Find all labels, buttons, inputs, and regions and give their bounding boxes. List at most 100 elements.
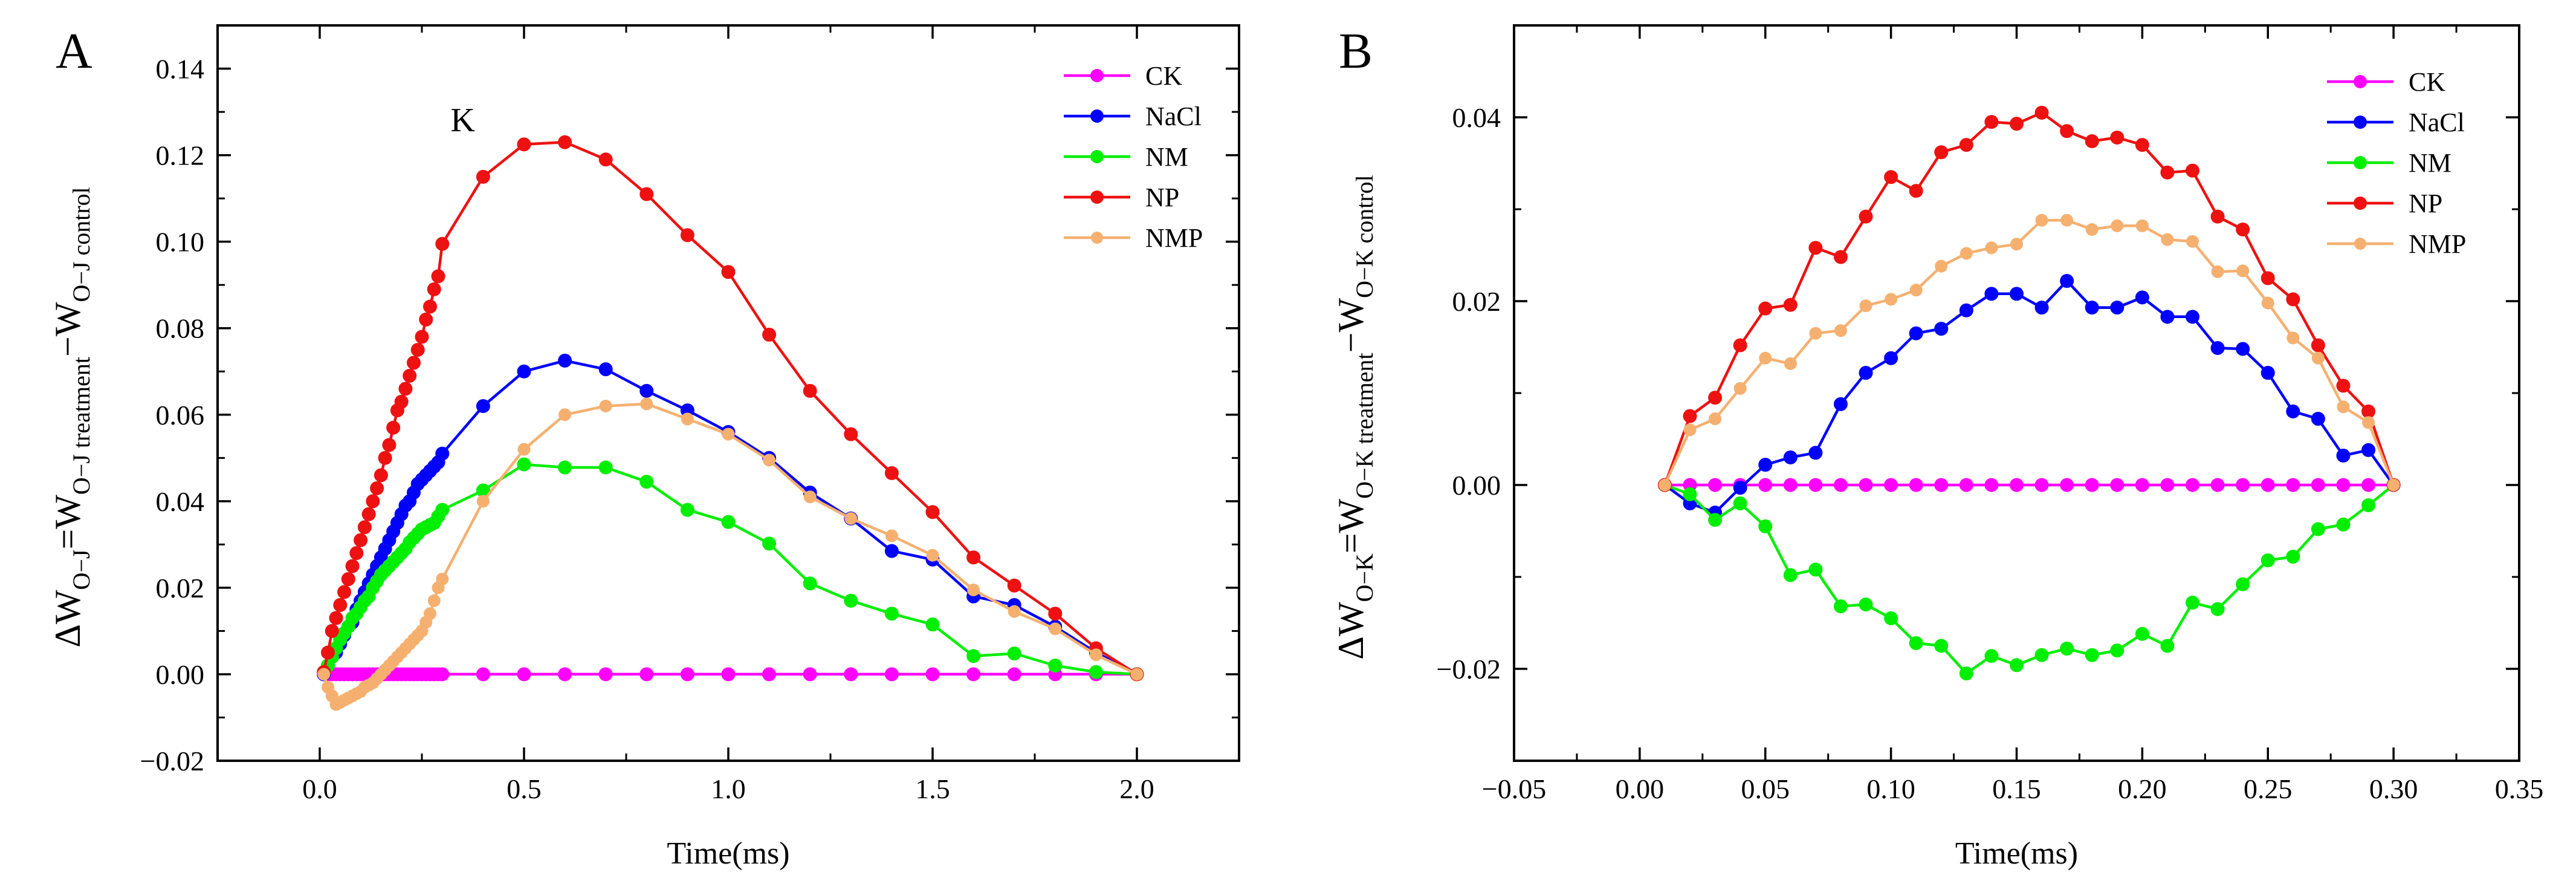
- data-point: [1884, 611, 1898, 625]
- legend-marker: [1090, 69, 1104, 82]
- data-point: [398, 382, 413, 396]
- data-point: [2186, 478, 2200, 492]
- legend-label: NM: [1145, 142, 1188, 172]
- data-point: [436, 573, 449, 586]
- data-point: [1783, 568, 1798, 582]
- data-point: [394, 394, 409, 409]
- data-point: [2110, 478, 2125, 492]
- data-point: [2135, 219, 2149, 232]
- data-point: [803, 490, 817, 504]
- y-tick-label: 0.12: [156, 140, 205, 171]
- data-point: [1089, 648, 1102, 662]
- data-point: [361, 507, 376, 521]
- data-point: [2236, 222, 2250, 236]
- legend-label: CK: [2409, 67, 2445, 97]
- data-point: [2186, 310, 2200, 324]
- data-point: [1733, 338, 1747, 353]
- y-tick-label: −0.02: [140, 746, 204, 776]
- data-point: [1758, 301, 1773, 316]
- data-point: [721, 515, 736, 529]
- data-point: [2010, 658, 2024, 672]
- data-point: [1984, 478, 1999, 492]
- data-point: [2135, 138, 2149, 152]
- series-line-nmp: [1663, 218, 2395, 486]
- data-point: [1935, 259, 1948, 273]
- legend-label: NP: [1145, 183, 1179, 212]
- legend-marker: [1091, 232, 1103, 244]
- data-point: [1783, 450, 1798, 464]
- data-point: [2035, 213, 2048, 227]
- data-point: [2160, 310, 2175, 324]
- data-point: [721, 667, 736, 682]
- data-point: [598, 362, 613, 377]
- data-point: [2236, 264, 2250, 278]
- data-point: [2336, 478, 2351, 492]
- legend-marker: [2354, 197, 2367, 210]
- data-point: [1784, 357, 1797, 370]
- series-ck: [317, 667, 1144, 682]
- data-point: [2260, 478, 2275, 492]
- data-point: [884, 466, 899, 480]
- legend-label: NMP: [1145, 223, 1203, 253]
- data-point: [2085, 301, 2099, 315]
- data-point: [386, 420, 401, 435]
- y-tick-label: 0.00: [1452, 470, 1501, 501]
- data-point: [884, 607, 899, 621]
- data-point: [598, 152, 613, 167]
- series-np: [317, 135, 1144, 682]
- data-point: [2060, 274, 2074, 288]
- data-point: [1808, 478, 1823, 492]
- data-point: [476, 495, 490, 508]
- data-point: [1048, 607, 1063, 621]
- data-point: [325, 623, 339, 638]
- legend-marker: [2354, 116, 2367, 129]
- data-point: [680, 228, 694, 242]
- legend-marker: [2354, 156, 2367, 169]
- data-point: [1934, 322, 1949, 336]
- data-point: [639, 667, 654, 682]
- y-tick-label: 0.02: [156, 573, 205, 604]
- data-point: [476, 169, 490, 184]
- x-tick-label: 1.0: [711, 773, 746, 804]
- data-point: [1048, 659, 1063, 673]
- legend-marker: [2354, 238, 2366, 250]
- data-point: [476, 667, 490, 682]
- data-point: [680, 667, 694, 682]
- data-point: [2135, 290, 2149, 305]
- data-point: [1007, 646, 1021, 661]
- data-point: [2085, 134, 2099, 149]
- panel-a: 0.0 0.5 1.0 1.5 2.0 −0.02 0.00 0.02 0.04 0.06 0.08…: [48, 23, 1240, 871]
- data-point: [1758, 478, 1773, 492]
- data-point: [2010, 117, 2024, 131]
- plot-frame: [1513, 24, 2520, 762]
- data-point: [1859, 366, 1873, 380]
- data-point: [1884, 478, 1898, 492]
- y-axis-title-part: O−K: [1351, 553, 1378, 602]
- data-point: [403, 368, 417, 383]
- data-point: [2336, 379, 2351, 393]
- data-point: [1859, 478, 1873, 492]
- panel-b: −0.05 0.00 0.05 0.10 0.15 0.20 0.25 0.30 0.35 −0.…: [1331, 23, 2543, 871]
- data-point: [2034, 478, 2049, 492]
- data-point: [1934, 639, 1949, 653]
- x-tick-label: 0.05: [1741, 773, 1790, 804]
- data-point: [844, 512, 858, 525]
- data-point: [345, 559, 360, 573]
- y-axis-title: ΔWO−K=WO−K treatment−WO−K control: [1331, 175, 1378, 660]
- x-axis-title: Time(ms): [667, 836, 789, 871]
- data-point: [2361, 478, 2376, 492]
- data-point: [1783, 298, 1798, 312]
- data-point: [640, 397, 653, 411]
- data-point: [925, 667, 940, 682]
- data-point: [2336, 517, 2351, 532]
- y-axis-title-part: O−K control: [1351, 175, 1378, 298]
- data-point: [329, 611, 343, 625]
- data-point: [2361, 404, 2376, 418]
- legend-entry-nm: NM: [1064, 142, 1188, 172]
- data-point: [1884, 351, 1898, 365]
- data-point: [2060, 478, 2074, 492]
- data-point: [427, 594, 441, 607]
- data-point: [435, 236, 450, 251]
- data-point: [885, 529, 898, 542]
- x-tick-label: 0.10: [1866, 773, 1915, 804]
